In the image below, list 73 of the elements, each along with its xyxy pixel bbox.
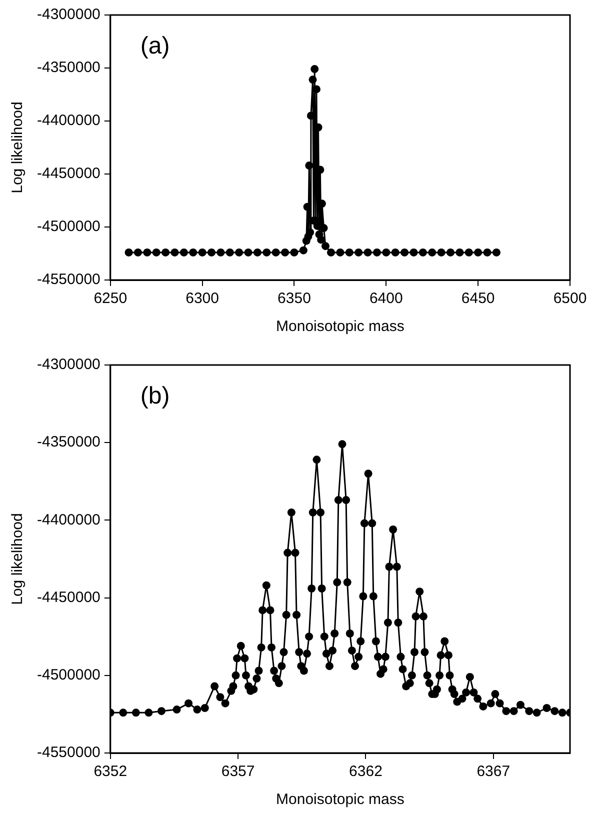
- y-tick-label: -4350000: [36, 59, 100, 76]
- annotation: (b): [140, 382, 170, 410]
- x-tick-label: 6500: [553, 290, 587, 308]
- point: [320, 224, 328, 232]
- x-tick-label: 6450: [461, 290, 495, 308]
- point: [162, 248, 170, 256]
- y-tick-label: -4350000: [36, 434, 100, 451]
- point: [124, 248, 133, 256]
- point: [400, 248, 409, 256]
- x-axis-title: Monoisotopic mass: [276, 318, 404, 336]
- point: [290, 248, 298, 256]
- y-tick-label: -4450000: [36, 165, 100, 182]
- point: [410, 248, 418, 256]
- point: [345, 248, 354, 256]
- point: [262, 248, 271, 256]
- point: [143, 248, 152, 256]
- point: [327, 248, 336, 256]
- point: [226, 248, 234, 256]
- point: [310, 65, 319, 74]
- point: [428, 248, 436, 256]
- point: [305, 162, 314, 170]
- y-tick-label: -4450000: [36, 588, 100, 606]
- point: [244, 248, 252, 256]
- point: [372, 248, 381, 256]
- x-tick-label: 6400: [369, 290, 403, 308]
- point: [152, 248, 160, 256]
- y-tick-label: -4300000: [36, 356, 100, 374]
- point: [437, 248, 446, 256]
- x-tick-label: 6350: [278, 290, 311, 308]
- point: [391, 248, 400, 256]
- point: [446, 248, 454, 256]
- y-tick-label: -4500000: [36, 666, 100, 684]
- point: [180, 248, 188, 256]
- point: [464, 248, 473, 256]
- point: [272, 248, 280, 256]
- x-tick-label: 6367: [476, 763, 510, 780]
- point: [418, 248, 427, 256]
- point: [308, 76, 317, 84]
- point: [134, 248, 142, 256]
- point: [456, 248, 464, 256]
- y-tick-label: -4400000: [36, 112, 100, 130]
- y-axis-title: Log likelihood: [9, 102, 26, 194]
- x-tick-label: 6250: [94, 290, 128, 308]
- annotation: (a): [140, 32, 170, 60]
- x-tick-label: 6300: [186, 290, 219, 308]
- y-tick-label: -4500000: [36, 218, 100, 236]
- y-tick-label: -4400000: [36, 511, 100, 528]
- point: [281, 248, 290, 256]
- point: [317, 236, 326, 244]
- point: [364, 248, 372, 256]
- point: [483, 248, 492, 256]
- point: [299, 246, 308, 254]
- point: [382, 248, 390, 256]
- point: [474, 248, 482, 256]
- x-tick-label: 6352: [94, 763, 128, 780]
- y-tick-label: -4300000: [36, 6, 100, 24]
- y-tick-label: -4550000: [36, 744, 100, 762]
- x-tick-label: 6362: [349, 763, 382, 780]
- y-axis-title: Log likelihood: [9, 513, 26, 605]
- point: [189, 248, 198, 256]
- point: [198, 248, 206, 256]
- point: [170, 248, 179, 256]
- point: [253, 248, 262, 256]
- point: [492, 248, 500, 256]
- point: [354, 248, 363, 256]
- point: [208, 248, 216, 256]
- y-tick-label: -4550000: [36, 271, 100, 288]
- point: [336, 248, 344, 256]
- x-tick-label: 6357: [221, 763, 255, 780]
- point: [216, 248, 225, 256]
- point: [235, 248, 244, 256]
- point: [321, 242, 330, 250]
- x-axis-title: Monoisotopic mass: [276, 791, 404, 808]
